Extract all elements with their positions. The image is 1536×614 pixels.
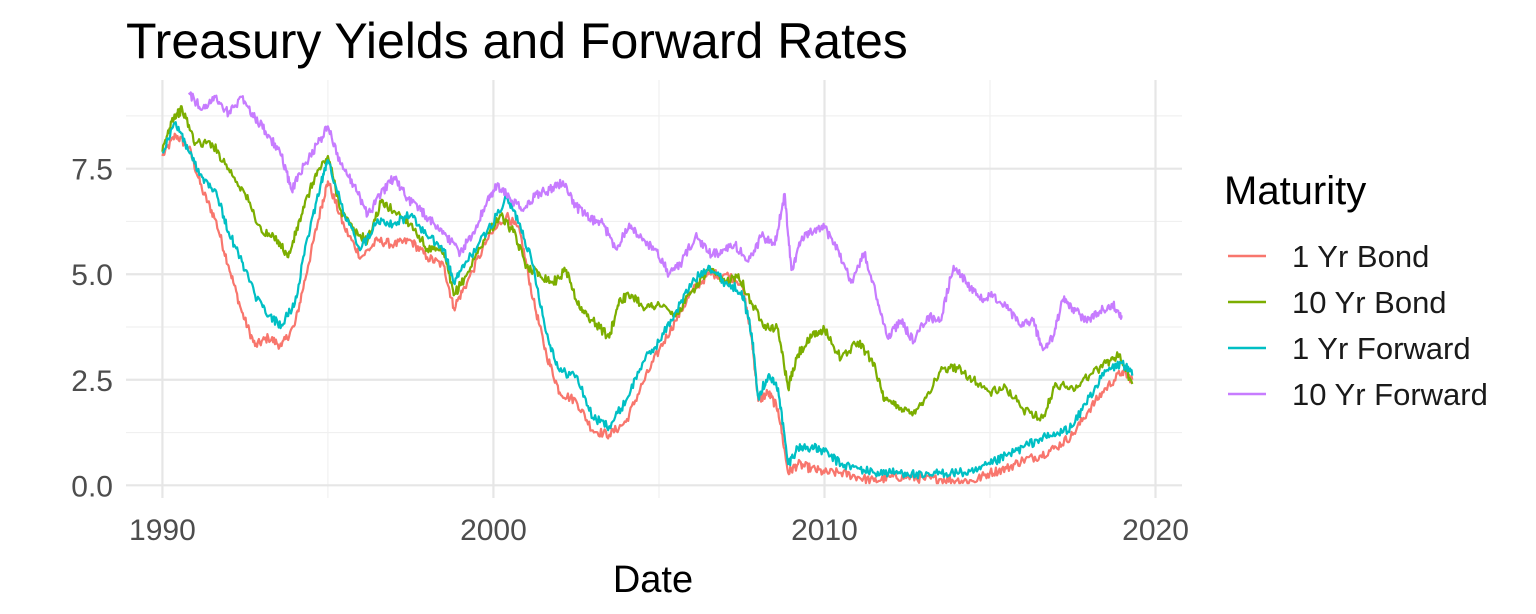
- series-line-10-yr-bond: [161, 105, 1134, 422]
- series-line-10-yr-forward: [187, 91, 1123, 352]
- series-line-1-yr-forward: [161, 121, 1134, 480]
- x-axis-title: Date: [613, 559, 693, 601]
- legend: Maturity 1 Yr Bond 10 Yr Bond 1 Yr Forward…: [1224, 169, 1488, 412]
- legend-label: 1 Yr Bond: [1292, 239, 1429, 274]
- x-axis-ticks: 1990 2000 2010 2020: [129, 514, 1189, 547]
- x-tick-label: 2000: [460, 514, 527, 547]
- major-gridlines: [126, 80, 1182, 498]
- y-tick-label: 0.0: [71, 470, 113, 503]
- x-tick-label: 2010: [791, 514, 858, 547]
- y-tick-label: 7.5: [71, 154, 113, 187]
- legend-item: 10 Yr Bond: [1228, 285, 1447, 320]
- legend-item: 1 Yr Forward: [1228, 331, 1471, 366]
- minor-gridlines: [126, 80, 1182, 498]
- legend-label: 10 Yr Bond: [1292, 285, 1447, 320]
- legend-label: 10 Yr Forward: [1292, 377, 1488, 412]
- x-tick-label: 2020: [1122, 514, 1189, 547]
- legend-item: 10 Yr Forward: [1228, 377, 1488, 412]
- chart-title: Treasury Yields and Forward Rates: [126, 13, 908, 69]
- legend-label: 1 Yr Forward: [1292, 331, 1471, 366]
- series-lines: [161, 91, 1134, 485]
- series-line-1-yr-bond: [161, 132, 1134, 485]
- y-tick-label: 2.5: [71, 365, 113, 398]
- legend-item: 1 Yr Bond: [1228, 239, 1429, 274]
- x-tick-label: 1990: [129, 514, 196, 547]
- y-tick-label: 5.0: [71, 259, 113, 292]
- legend-title: Maturity: [1224, 169, 1366, 213]
- y-axis-ticks: 0.0 2.5 5.0 7.5: [71, 154, 113, 504]
